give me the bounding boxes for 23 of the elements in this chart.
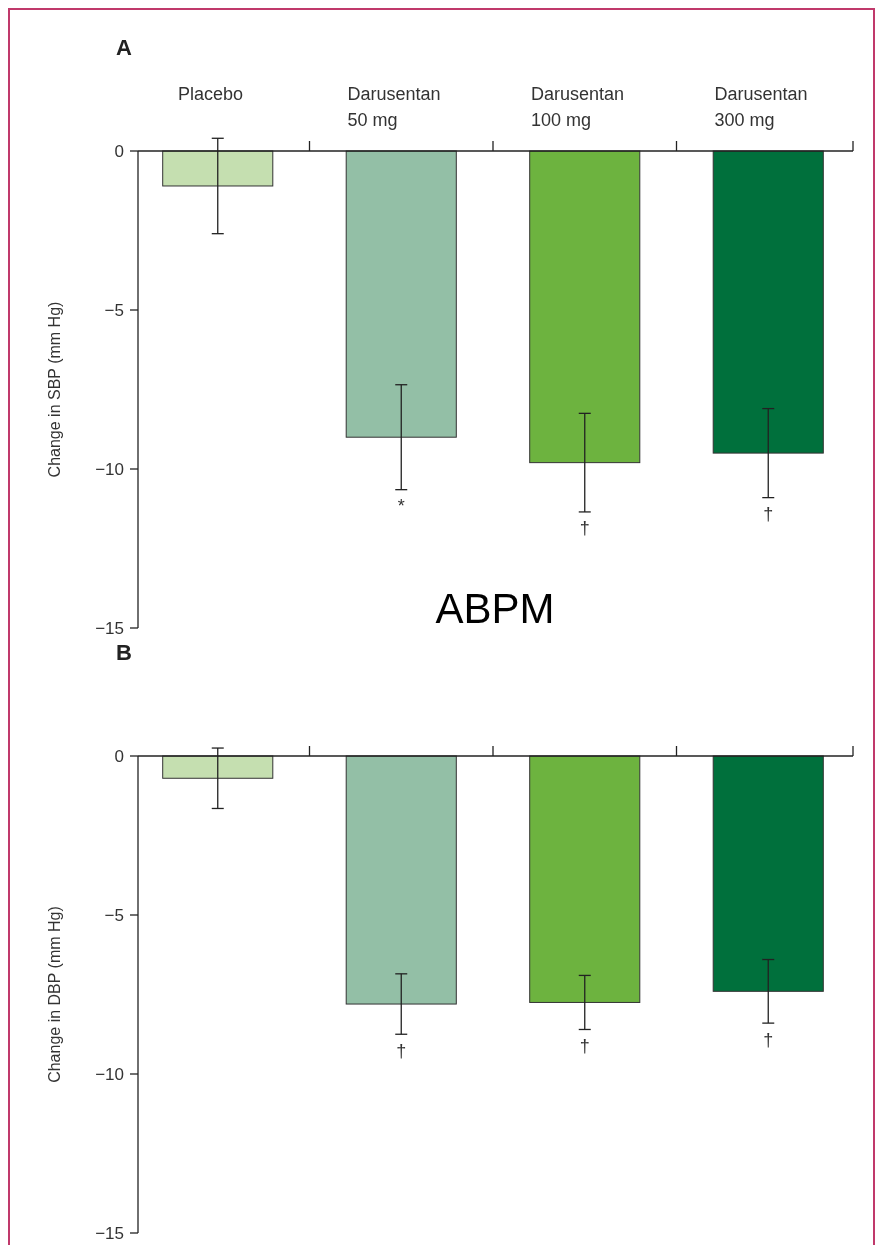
chart-title: A <box>116 35 132 60</box>
x-tick-label: Darusentan 50 mg <box>347 84 441 130</box>
annotation: † <box>579 1035 590 1056</box>
annotation: ABPM <box>435 585 555 632</box>
annotation: † <box>763 504 774 525</box>
annotation: † <box>579 518 590 539</box>
y-tick-label: −5 <box>104 905 124 925</box>
x-tick-label: Placebo <box>178 84 244 104</box>
annotation: † <box>396 1040 407 1061</box>
y-axis-title: Change in DBP (mm Hg) <box>46 906 63 1083</box>
y-tick-label: 0 <box>114 141 124 161</box>
chart-title: B <box>116 640 132 665</box>
y-tick-label: −5 <box>104 300 124 320</box>
y-tick-label: 0 <box>114 746 124 766</box>
y-tick-label: −10 <box>95 1064 124 1084</box>
x-tick-label: Darusentan 100 mg <box>531 84 625 130</box>
y-tick-label: −15 <box>95 618 124 638</box>
y-tick-label: −10 <box>95 459 124 479</box>
y-tick-label: −15 <box>95 1223 124 1243</box>
y-axis-title: Change in SBP (mm Hg) <box>46 301 63 478</box>
annotation: † <box>763 1029 774 1050</box>
x-tick-label: Darusentan 300 mg <box>714 84 808 130</box>
annotation: * <box>397 496 405 517</box>
